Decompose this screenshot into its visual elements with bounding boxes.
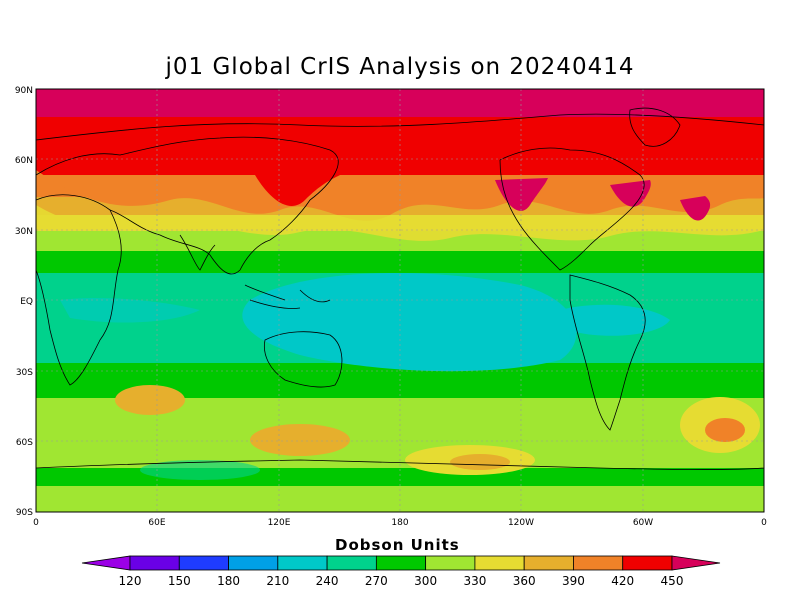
south-high-atl-core — [705, 418, 745, 442]
chart-title: j01 Global CrIS Analysis on 20240414 — [165, 54, 635, 80]
south-high-indian — [115, 385, 185, 415]
lon-label: 120E — [268, 518, 291, 528]
lat-label: 30N — [15, 227, 33, 237]
lat-axis: 90N 60N 30N EQ 30S 60S 90S — [15, 86, 33, 518]
north-wave-2 — [36, 205, 764, 241]
lat-label: 90N — [15, 86, 33, 96]
north-trough-asia — [255, 175, 340, 206]
lat-label: 60S — [16, 438, 33, 448]
south-low-east — [140, 460, 260, 480]
band-tropics-edge — [36, 251, 764, 273]
north-trough-atlantic — [610, 180, 651, 207]
lon-label: 60W — [633, 518, 653, 528]
lon-label: 0 — [761, 518, 767, 528]
lon-axis: 0 60E 120E 180 120W 60W 0 — [33, 518, 767, 528]
lon-label: 60E — [148, 518, 165, 528]
lon-label: 0 — [33, 518, 39, 528]
lat-label: 30S — [16, 368, 33, 378]
graticule — [36, 89, 764, 512]
coastlines — [36, 107, 764, 470]
lat-label: EQ — [20, 297, 33, 307]
north-trough-east — [680, 196, 711, 221]
south-high-aus — [250, 424, 350, 456]
lat-label: 60N — [15, 156, 33, 166]
lon-label: 120W — [508, 518, 534, 528]
colorbar-title: Dobson Units — [335, 536, 460, 554]
equatorial-low-atlantic — [560, 304, 670, 336]
equatorial-low-west — [60, 298, 200, 323]
band-arctic — [36, 89, 764, 117]
lon-label: 180 — [391, 518, 408, 528]
map-frame — [35, 88, 765, 513]
equatorial-low-pacific — [242, 273, 577, 372]
lat-label: 90S — [16, 508, 33, 518]
south-high-pac-core — [450, 454, 510, 470]
